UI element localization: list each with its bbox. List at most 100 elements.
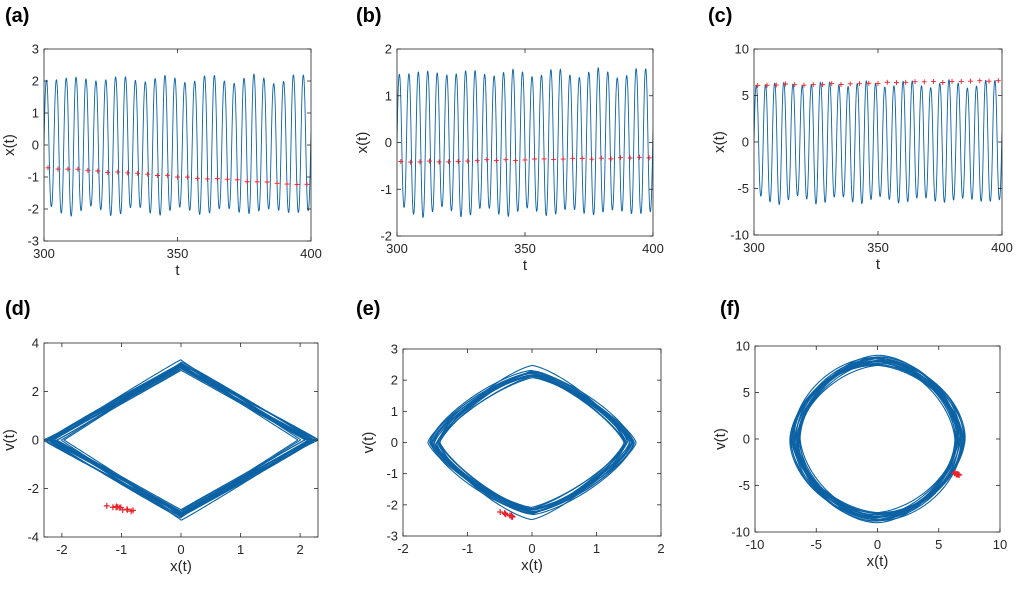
- y-tick-label: -2: [27, 481, 39, 496]
- orbit-line: [53, 363, 309, 517]
- y-tick-label: 0: [385, 135, 392, 150]
- marker-point: [532, 156, 538, 162]
- y-tick-label: 0: [391, 435, 398, 450]
- orbit-line: [430, 372, 634, 513]
- y-tick-label: 2: [391, 373, 398, 388]
- marker-point: [165, 172, 171, 178]
- panel-label: (c): [708, 5, 732, 27]
- marker-point: [598, 155, 604, 161]
- marker-point: [541, 156, 547, 162]
- orbit-line: [792, 357, 963, 521]
- x-tick-label: 350: [167, 246, 189, 261]
- orbit-line: [433, 374, 631, 511]
- orbit-line: [427, 375, 637, 510]
- orbit-line: [436, 371, 628, 514]
- marker-point: [115, 169, 121, 175]
- marker-point: [589, 156, 595, 162]
- marker-point: [509, 513, 516, 520]
- marker-point: [497, 508, 504, 515]
- marker-point: [436, 159, 442, 165]
- y-tick-label: 1: [391, 404, 398, 419]
- y-tick-label: 3: [391, 342, 398, 357]
- y-tick-label: 0: [32, 138, 39, 153]
- marker-point: [417, 159, 423, 165]
- orbit-line: [436, 375, 628, 510]
- panel-2: (b) 300 350 400 2 1 0 -1 -2 t x(t): [354, 5, 664, 274]
- y-tick-label: -3: [27, 234, 39, 249]
- marker-point: [284, 181, 290, 187]
- x-tick-label: -1: [462, 541, 474, 556]
- marker-point: [175, 174, 180, 180]
- marker-point: [958, 78, 964, 84]
- orbit-line: [53, 366, 309, 514]
- marker-point: [912, 79, 918, 85]
- x-tick-label: -5: [810, 537, 822, 552]
- marker-point: [129, 507, 136, 514]
- marker-point: [884, 79, 890, 85]
- signal-line: [754, 79, 1002, 205]
- marker-point: [95, 168, 101, 174]
- x-axis-label: x(t): [521, 557, 543, 574]
- marker-point: [512, 157, 518, 163]
- marker-point: [502, 511, 509, 518]
- marker-point: [968, 78, 974, 84]
- orbit-line: [438, 370, 626, 515]
- marker-point: [856, 81, 862, 87]
- marker-point: [45, 165, 51, 171]
- panel-label: (f): [720, 298, 740, 320]
- x-tick-label: -10: [746, 537, 765, 552]
- marker-point: [755, 82, 761, 88]
- y-tick-label: 1: [32, 106, 39, 121]
- orbit-line: [63, 364, 299, 516]
- orbit-line: [437, 377, 627, 508]
- orbit-line: [46, 366, 316, 514]
- y-tick-label: 2: [32, 74, 39, 89]
- marker-point: [995, 78, 1001, 84]
- marker-point: [484, 157, 490, 163]
- y-tick-label: 5: [743, 385, 750, 400]
- panel-4: (d) -2 -1 0 1 2 4 2 0 -2 -4 x(t) v(t): [1, 298, 319, 575]
- marker-point: [570, 155, 576, 161]
- x-axis-label: t: [876, 256, 881, 273]
- panel-1: (a) 300 350 400 3 2 1 0 -1 -2 -3 t x(t): [1, 5, 322, 279]
- x-tick-label: 0: [177, 542, 184, 557]
- marker-point: [274, 180, 280, 186]
- panel-label: (b): [356, 5, 382, 27]
- plot-area: [789, 354, 966, 524]
- axes-box: [402, 348, 662, 537]
- marker-point: [135, 170, 141, 176]
- x-tick-label: 300: [743, 240, 765, 255]
- x-tick-label: 2: [657, 541, 664, 556]
- orbit-line: [433, 372, 631, 513]
- marker-point: [474, 158, 480, 164]
- marker-point: [501, 510, 508, 517]
- orbit-line: [430, 371, 634, 514]
- y-axis-label: x(t): [711, 131, 728, 153]
- x-tick-label: 400: [642, 241, 664, 256]
- y-tick-label: 2: [32, 384, 39, 399]
- y-tick-label: -4: [27, 530, 39, 545]
- y-tick-label: 10: [736, 339, 750, 354]
- marker-point: [764, 82, 770, 88]
- orbit-line: [432, 372, 632, 513]
- marker-point: [952, 469, 959, 476]
- marker-point: [977, 78, 983, 84]
- x-axis-label: x(t): [170, 558, 192, 575]
- panel-3: (c) 300 350 400 10 5 0 -5 -10 t x(t): [708, 5, 1013, 273]
- y-tick-label: 5: [742, 88, 749, 103]
- y-tick-label: 0: [742, 135, 749, 150]
- orbit-line: [429, 371, 635, 514]
- x-tick-label: -2: [397, 541, 409, 556]
- x-tick-label: 0: [874, 537, 881, 552]
- y-tick-label: -10: [731, 525, 750, 540]
- orbit-line: [53, 363, 309, 517]
- marker-point: [493, 157, 499, 163]
- marker-point: [155, 172, 161, 178]
- y-tick-label: 3: [32, 42, 39, 57]
- x-tick-label: 400: [991, 240, 1013, 255]
- y-tick-label: -2: [380, 229, 392, 244]
- marker-point: [204, 176, 210, 182]
- plot-area: [44, 73, 311, 217]
- x-tick-label: -2: [56, 542, 68, 557]
